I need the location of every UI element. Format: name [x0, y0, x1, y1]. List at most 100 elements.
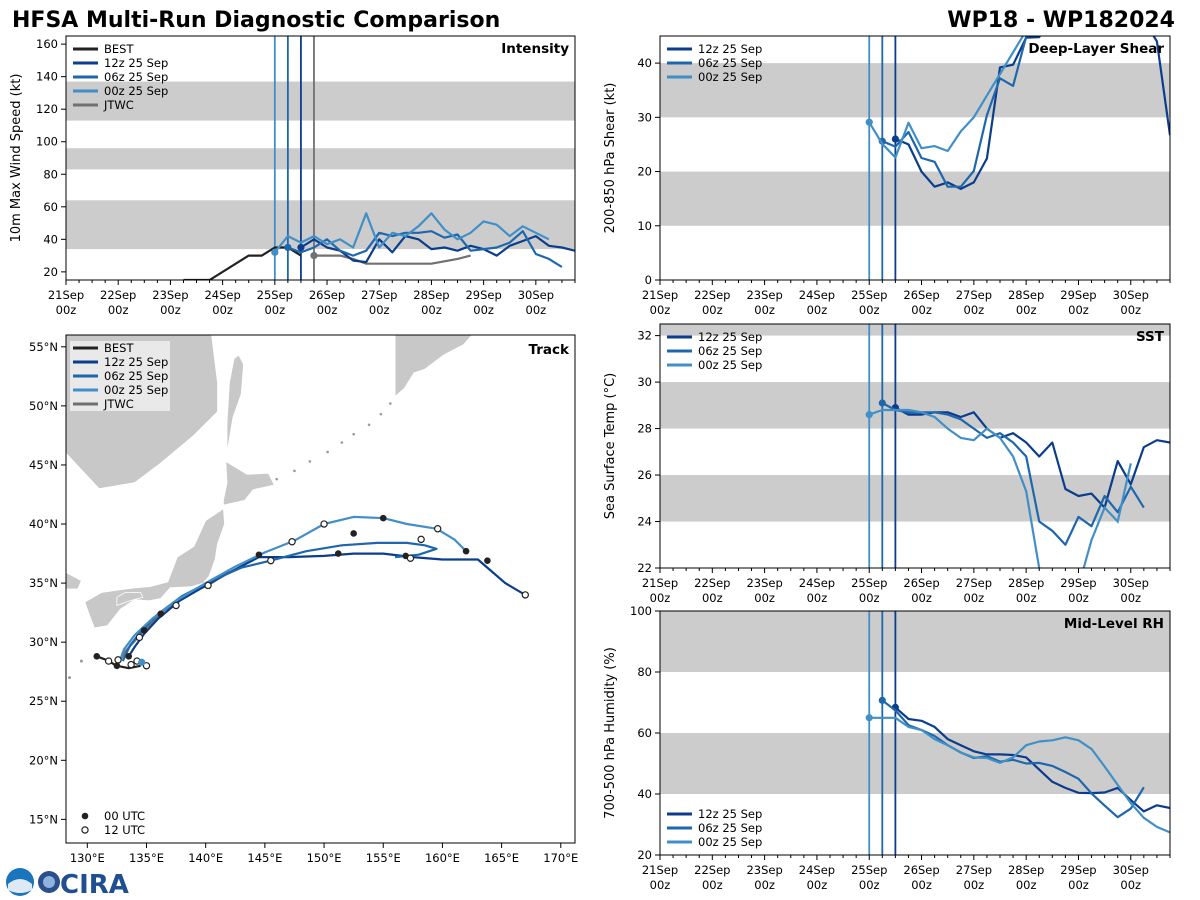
shear-ytick-label-10: 10 [637, 219, 652, 233]
intensity-init-dot-06z-25-sep [284, 243, 292, 252]
rh-ytick-label-80: 80 [637, 665, 652, 679]
intensity-series-12z-25-sep [300, 235, 575, 264]
sst-series-00z-25-sep [868, 408, 1041, 568]
shear-series-06z-25-sep [881, 36, 1028, 188]
sst-band-0 [660, 475, 1170, 522]
sst-series-12z-25-sep [894, 406, 1170, 509]
sst-xtick-hour-2: 00z [754, 591, 775, 605]
shear-frame [659, 35, 1171, 281]
track-ytick-label-55: 55°N [29, 340, 58, 354]
intensity-ytick-label-160: 160 [36, 37, 58, 51]
sst-series-00z-25-sep-tail [1082, 463, 1132, 568]
cira-logo: CIRA [6, 868, 129, 900]
sst-xtick-hour-6: 00z [964, 591, 985, 605]
rh-ytick-label-60: 60 [637, 726, 652, 740]
track-marker-00utc [255, 551, 263, 559]
sst-panel: 22242628303221Sep00z22Sep00z23Sep00z24Se… [603, 323, 1171, 605]
land-ryukyu-0 [79, 659, 83, 663]
rh-xtick-hour-5: 00z [911, 878, 932, 892]
shear-xtick-hour-1: 00z [702, 303, 723, 317]
shear-xtick-day-2: 23Sep [746, 288, 782, 302]
intensity-ylabel: 10m Max Wind Speed (kt) [9, 74, 24, 243]
track-xtick-label-145: 145°E [247, 851, 282, 865]
track-ytick-label-45: 45°N [29, 458, 58, 472]
shear-xtick-day-0: 21Sep [642, 288, 678, 302]
track-marker-00utc [125, 653, 133, 660]
land-kuril-7 [379, 412, 383, 416]
track-legend-label-12z-25-sep: 12z 25 Sep [104, 355, 168, 369]
sst-ytick-label-22: 22 [637, 561, 652, 575]
legend-label-00z-25-sep: 00z 25 Sep [104, 84, 168, 98]
intensity-xtick-day-8: 29Sep [465, 288, 501, 302]
shear-init-dot-12z-25-sep [891, 135, 899, 143]
shear-xtick-hour-5: 00z [911, 303, 932, 317]
sst-ytick-label-28: 28 [637, 422, 652, 436]
intensity-ytick-label-120: 120 [36, 102, 58, 116]
intensity-xtick-hour-8: 00z [473, 303, 494, 317]
sst-series-06z-25-sep [881, 402, 1145, 546]
track-legend-label-jtwc: JTWC [103, 397, 134, 411]
shear-xtick-hour-2: 00z [754, 303, 775, 317]
track-marker-00utc [334, 550, 342, 557]
track-series-00z-25-sep [118, 515, 467, 663]
intensity-series-06z-25-sep [287, 230, 563, 268]
track-marker-12utc [204, 581, 212, 590]
sst-xtick-day-6: 27Sep [956, 576, 992, 590]
track-legend-label-best: BEST [104, 341, 134, 355]
track-panel-title: Track [529, 342, 570, 358]
track-current-position [138, 658, 146, 666]
intensity-init-dot-00z-25-sep [271, 248, 279, 256]
legend-label-best: BEST [104, 42, 134, 56]
land-hokkaido [222, 460, 275, 506]
sst-xtick-hour-5: 00z [911, 591, 932, 605]
legend-label-00z-25-sep: 00z 25 Sep [698, 70, 762, 84]
track-marker-00utc [113, 662, 121, 670]
track-ytick-label-20: 20°N [29, 753, 58, 767]
rh-xtick-day-8: 29Sep [1060, 863, 1096, 877]
intensity-ytick-label-40: 40 [43, 232, 58, 246]
rh-band-1 [660, 611, 1170, 672]
rh-xtick-day-1: 22Sep [694, 863, 730, 877]
rh-xtick-day-6: 27Sep [956, 863, 992, 877]
shear-ytick-label-40: 40 [637, 56, 652, 70]
rh-xtick-day-2: 23Sep [746, 863, 782, 877]
sst-ytick-label-24: 24 [637, 515, 652, 529]
sst-xtick-day-4: 25Sep [851, 576, 887, 590]
shear-xtick-hour-6: 00z [964, 303, 985, 317]
rh-ylabel: 700-500 hPa Humidity (%) [603, 647, 618, 819]
rh-band-0 [660, 733, 1170, 794]
shear-ytick-label-0: 0 [645, 273, 652, 287]
track-marker-12utc [172, 601, 180, 610]
shear-band-1 [660, 63, 1170, 118]
shear-panel-title: Deep-Layer Shear [1028, 41, 1164, 57]
track-legend-12utc-marker [81, 826, 89, 834]
track-marker-12utc [433, 525, 442, 533]
track-marker-00utc [484, 557, 491, 564]
track-marker-00utc [379, 514, 387, 522]
track-marker-12utc [104, 657, 113, 665]
shear-xtick-day-3: 24Sep [799, 288, 835, 302]
track-legend-12utc-label: 12 UTC [104, 823, 145, 837]
sst-xtick-day-3: 24Sep [799, 576, 835, 590]
track-legend-00utc-label: 00 UTC [104, 809, 145, 823]
storm-id-title: WP18 - WP182024 [947, 8, 1175, 33]
intensity-xtick-day-2: 23Sep [152, 288, 188, 302]
land-kuril-0 [275, 477, 279, 481]
rh-xtick-hour-3: 00z [807, 878, 828, 892]
track-legend-00utc-marker [81, 812, 89, 820]
land-asia-mainland [66, 572, 82, 590]
land-kuril-8 [389, 402, 392, 405]
shear-band-0 [660, 171, 1170, 226]
track-ytick-label-35: 35°N [29, 576, 58, 590]
shear-xtick-hour-4: 00z [859, 303, 880, 317]
legend-label-12z-25-sep: 12z 25 Sep [104, 56, 168, 70]
rh-ytick-label-40: 40 [637, 787, 652, 801]
land-shikoku [116, 592, 144, 607]
sst-xtick-day-9: 30Sep [1113, 576, 1149, 590]
shear-series-12z-25-sep [894, 36, 1170, 190]
shear-xtick-day-5: 26Sep [903, 288, 939, 302]
sst-init-dot-06z-25-sep [878, 399, 886, 407]
sst-xtick-hour-8: 00z [1068, 591, 1089, 605]
intensity-ytick-label-140: 140 [36, 70, 58, 84]
